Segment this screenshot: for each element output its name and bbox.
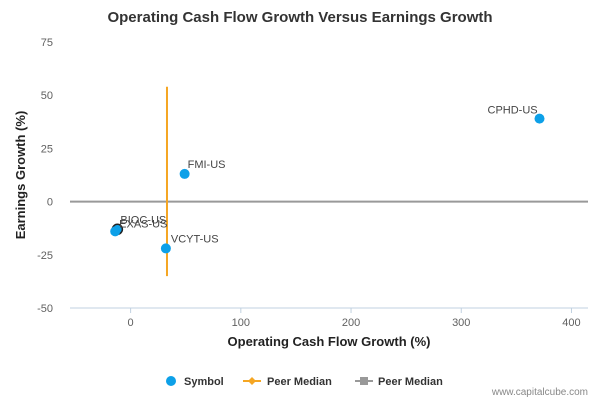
x-tick-label: 100 bbox=[232, 317, 250, 329]
y-tick-label: 50 bbox=[41, 90, 53, 102]
data-point bbox=[179, 168, 190, 179]
legend-item-peer-median-y[interactable]: Peer Median bbox=[355, 376, 443, 388]
legend-peer-median-y-marker bbox=[360, 377, 368, 385]
legend-item-peer-median-x[interactable]: Peer Median bbox=[243, 376, 332, 388]
data-point-label: EXAS-US bbox=[119, 218, 167, 230]
legend-peer-median-y-label: Peer Median bbox=[378, 376, 443, 388]
legend-peer-median-x-label: Peer Median bbox=[267, 376, 332, 388]
legend-peer-median-x-marker bbox=[248, 377, 256, 385]
x-tick-label: 400 bbox=[562, 317, 580, 329]
y-tick-label: 25 bbox=[41, 143, 53, 155]
data-point-label: CPHD-US bbox=[488, 105, 538, 117]
y-tick-label: 0 bbox=[47, 197, 53, 209]
legend-item-symbol[interactable]: Symbol bbox=[166, 376, 224, 388]
data-point-label: VCYT-US bbox=[171, 233, 219, 245]
x-axis-label: Operating Cash Flow Growth (%) bbox=[228, 334, 431, 349]
y-axis-label: Earnings Growth (%) bbox=[13, 111, 28, 240]
y-tick-label: -25 bbox=[37, 250, 53, 262]
data-point bbox=[160, 243, 171, 254]
legend: Symbol Peer Median Peer Median bbox=[166, 376, 443, 388]
x-tick-label: 200 bbox=[342, 317, 360, 329]
y-tick-label: -50 bbox=[37, 303, 53, 315]
credit-text: www.capitalcube.com bbox=[491, 387, 588, 398]
chart-title: Operating Cash Flow Growth Versus Earnin… bbox=[107, 9, 492, 26]
y-tick-label: 75 bbox=[41, 37, 53, 49]
x-tick-label: 0 bbox=[128, 317, 134, 329]
legend-symbol-label: Symbol bbox=[184, 376, 224, 388]
data-point bbox=[110, 226, 121, 237]
data-point-label: BIOC-US bbox=[120, 214, 166, 226]
data-point bbox=[534, 113, 545, 124]
data-point-label: FMI-US bbox=[188, 159, 226, 171]
x-tick-label: 300 bbox=[452, 317, 470, 329]
legend-symbol-marker bbox=[166, 376, 176, 386]
